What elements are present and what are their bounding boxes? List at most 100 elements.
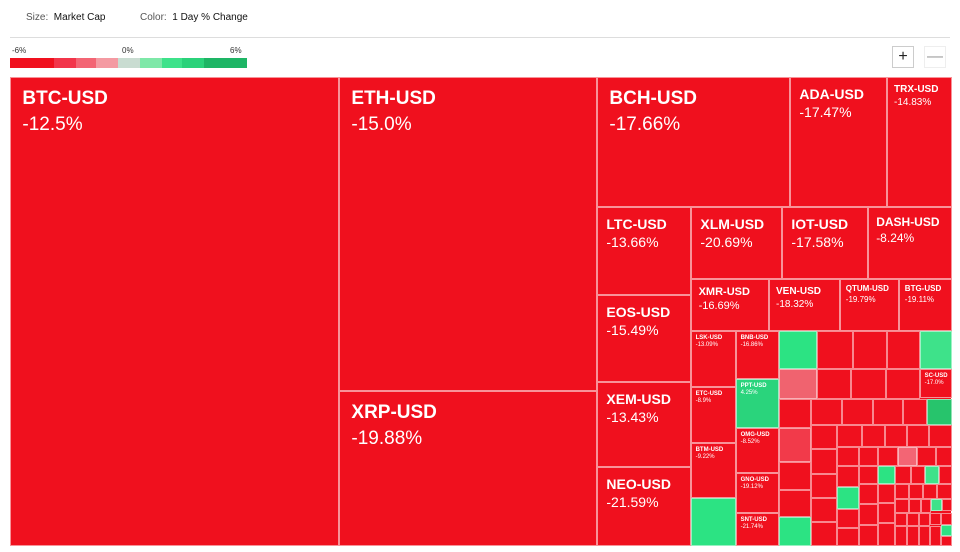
tile [885, 425, 907, 447]
tile-label: IOT-USD [791, 215, 849, 232]
tile[interactable]: XRP-USD -19.88% [339, 391, 597, 546]
tile-label: XLM-USD [700, 215, 765, 232]
tile [925, 466, 939, 484]
divider [10, 37, 950, 38]
tile-label: PPT-USD [740, 383, 767, 390]
tile-label: BTG-USD [904, 284, 942, 294]
tile [779, 399, 811, 428]
tile-label: XRP-USD [351, 402, 437, 424]
tile [907, 425, 929, 447]
tile [817, 369, 851, 399]
tile-label: EOS-USD [606, 303, 671, 320]
tile-change: -19.12% [740, 484, 763, 491]
tile [779, 462, 811, 490]
tile[interactable]: LSK-USD -13.09% [691, 331, 736, 387]
tile [691, 498, 736, 546]
color-setting[interactable]: Color: 1 Day % Change [140, 12, 248, 23]
legend-min: -6% [12, 46, 27, 55]
tile [941, 513, 952, 525]
tile [859, 484, 878, 504]
tile[interactable]: BTM-USD -9.22% [691, 443, 736, 498]
tile[interactable]: QTUM-USD -19.79% [840, 279, 899, 331]
color-value: 1 Day % Change [172, 12, 248, 23]
size-setting[interactable]: Size: Market Cap [26, 12, 105, 23]
legend-swatch [162, 58, 182, 68]
tile-label: SNT-USD [740, 517, 767, 524]
tile [930, 526, 941, 546]
tile[interactable]: PPT-USD 4.25% [736, 379, 779, 428]
tile[interactable]: ETC-USD -8.9% [691, 387, 736, 443]
tile [837, 447, 859, 466]
tile [895, 526, 907, 546]
tile[interactable]: GNO-USD -19.12% [736, 473, 779, 513]
tile [907, 513, 919, 526]
tile[interactable]: OMG-USD -8.52% [736, 428, 779, 473]
tile-change: -19.79% [845, 294, 876, 304]
legend-mid: 0% [122, 46, 134, 55]
tile-label: BNB-USD [740, 335, 769, 342]
tile-label: LSK-USD [695, 335, 723, 342]
tile [859, 504, 878, 525]
tile [898, 447, 917, 466]
tile [895, 466, 911, 484]
legend-swatch [10, 58, 54, 68]
tile-change: -13.43% [606, 409, 659, 426]
tile [895, 499, 909, 513]
tile-change: -14.83% [894, 96, 932, 108]
tile [909, 484, 923, 499]
tile [903, 399, 927, 425]
tile [811, 498, 837, 522]
legend-swatch [204, 58, 247, 68]
tile[interactable]: SC-USD -17.0% [920, 369, 952, 398]
tile [811, 522, 837, 546]
tile-label: GNO-USD [740, 477, 769, 484]
tile [779, 428, 811, 462]
tile-change: -17.58% [791, 234, 844, 251]
tile [837, 509, 859, 528]
tile[interactable]: XMR-USD -16.69% [691, 279, 769, 331]
legend-swatch [76, 58, 96, 68]
tile-change: -16.86% [740, 342, 763, 349]
tile[interactable]: BCH-USD -17.66% [597, 77, 790, 207]
tile [942, 499, 952, 511]
tile [811, 399, 842, 425]
legend-swatch [140, 58, 162, 68]
tile-label: TRX-USD [894, 83, 939, 95]
tile[interactable]: XEM-USD -13.43% [597, 382, 691, 467]
tile-change: 4.25% [740, 390, 758, 397]
tile [936, 447, 952, 466]
tile[interactable]: BNB-USD -16.86% [736, 331, 779, 379]
tile [930, 513, 941, 525]
tile[interactable]: IOT-USD -17.58% [782, 207, 868, 279]
tile[interactable]: DASH-USD -8.24% [868, 207, 952, 279]
tile-change: -17.66% [609, 114, 681, 136]
tile [837, 487, 859, 509]
tile [887, 331, 920, 369]
tile[interactable]: ETH-USD -15.0% [339, 77, 597, 391]
tile-change: -19.88% [351, 428, 423, 450]
tile-change: -13.09% [695, 342, 718, 349]
tile[interactable]: LTC-USD -13.66% [597, 207, 691, 295]
tile[interactable]: NEO-USD -21.59% [597, 467, 691, 546]
tile[interactable]: EOS-USD -15.49% [597, 295, 691, 382]
tile[interactable]: VEN-USD -18.32% [769, 279, 840, 331]
tile-label: ADA-USD [799, 85, 864, 102]
tile[interactable]: BTC-USD -12.5% [10, 77, 339, 546]
tile [842, 399, 873, 425]
tile [837, 425, 862, 447]
tile [811, 449, 837, 474]
tile-change: -15.0% [351, 114, 412, 136]
tile[interactable]: XLM-USD -20.69% [691, 207, 782, 279]
tile-label: LTC-USD [606, 215, 667, 232]
tile [941, 536, 952, 546]
zoom-out-button[interactable]: — [924, 46, 946, 68]
zoom-in-button[interactable]: + [892, 46, 914, 68]
tile-label: VEN-USD [776, 285, 822, 297]
tile[interactable]: ADA-USD -17.47% [790, 77, 887, 207]
tile-label: XMR-USD [698, 286, 750, 299]
tile-label: BCH-USD [609, 88, 697, 110]
tile[interactable]: TRX-USD -14.83% [887, 77, 952, 207]
tile[interactable]: SNT-USD -21.74% [736, 513, 779, 546]
tile [907, 526, 919, 546]
tile[interactable]: BTG-USD -19.11% [899, 279, 952, 331]
